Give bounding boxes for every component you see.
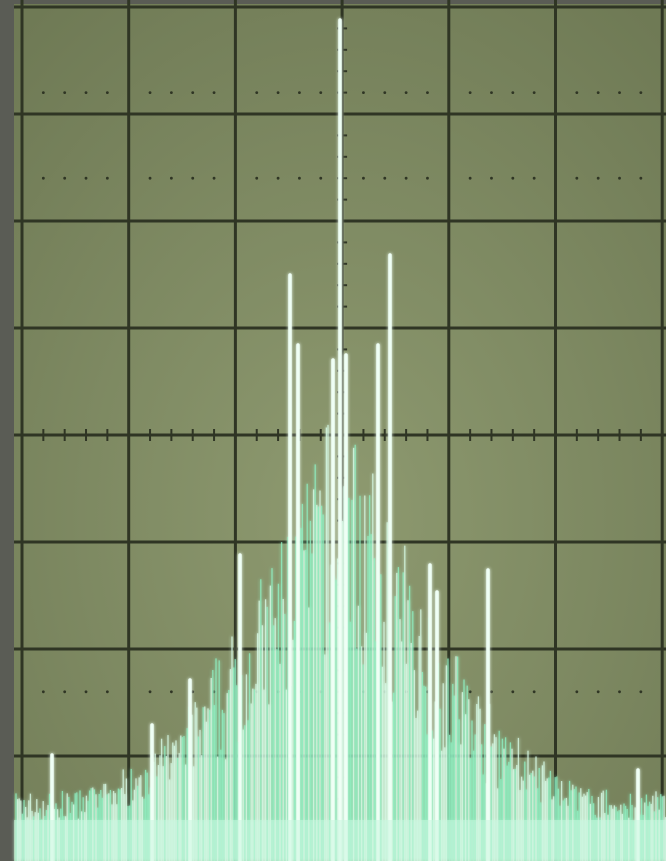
dot-marker <box>84 91 88 94</box>
noise-floor <box>14 820 666 861</box>
dot-marker <box>169 690 173 694</box>
dot-marker <box>41 690 45 694</box>
dot-marker <box>362 91 365 94</box>
dot-marker <box>404 176 408 180</box>
dot-marker <box>105 176 109 180</box>
dot-marker <box>148 91 152 94</box>
dot-marker <box>41 91 45 94</box>
dot-marker <box>490 91 493 94</box>
dot-marker <box>212 176 216 180</box>
dot-marker <box>511 690 515 694</box>
dot-marker <box>511 176 515 180</box>
dot-marker <box>383 91 387 94</box>
dot-marker <box>169 91 173 94</box>
dot-marker <box>63 690 67 694</box>
dot-marker <box>319 91 323 94</box>
dot-marker <box>255 176 259 180</box>
dot-marker <box>532 690 536 694</box>
dot-marker <box>298 91 301 94</box>
dot-marker <box>575 176 579 180</box>
dot-marker <box>362 176 365 180</box>
dot-marker <box>596 690 600 694</box>
dot-marker <box>511 91 515 94</box>
dot-marker <box>63 176 67 180</box>
dot-marker <box>148 690 152 694</box>
dot-marker <box>212 91 216 94</box>
dot-marker <box>383 176 387 180</box>
dot-marker <box>490 690 493 694</box>
dot-marker <box>63 91 67 94</box>
dot-marker <box>191 91 195 94</box>
dot-marker <box>575 690 579 694</box>
dot-marker <box>148 176 152 180</box>
dot-marker <box>298 176 301 180</box>
dot-marker <box>84 690 88 694</box>
dot-marker <box>532 91 536 94</box>
dot-marker <box>105 91 109 94</box>
dot-marker <box>618 690 621 694</box>
dot-marker <box>191 176 195 180</box>
dot-marker <box>468 176 472 180</box>
dot-marker <box>618 91 621 94</box>
dot-marker <box>426 176 429 180</box>
dot-marker <box>276 176 280 180</box>
dot-marker <box>404 91 408 94</box>
dot-marker <box>468 690 472 694</box>
dot-marker <box>596 91 600 94</box>
dot-marker <box>490 176 493 180</box>
dot-marker <box>319 176 323 180</box>
dot-marker <box>639 176 643 180</box>
dot-marker <box>468 91 472 94</box>
dot-marker <box>532 176 536 180</box>
dot-marker <box>639 91 643 94</box>
dot-marker <box>84 176 88 180</box>
dot-marker <box>596 176 600 180</box>
dot-marker <box>105 690 109 694</box>
dot-marker <box>41 176 45 180</box>
dot-marker <box>639 690 643 694</box>
dot-marker <box>426 91 429 94</box>
spectrum-trace <box>14 18 666 861</box>
dot-marker <box>618 176 621 180</box>
dot-marker <box>169 176 173 180</box>
dot-marker <box>575 91 579 94</box>
dot-marker <box>255 91 259 94</box>
dot-marker <box>276 91 280 94</box>
dot-marker <box>191 690 195 694</box>
